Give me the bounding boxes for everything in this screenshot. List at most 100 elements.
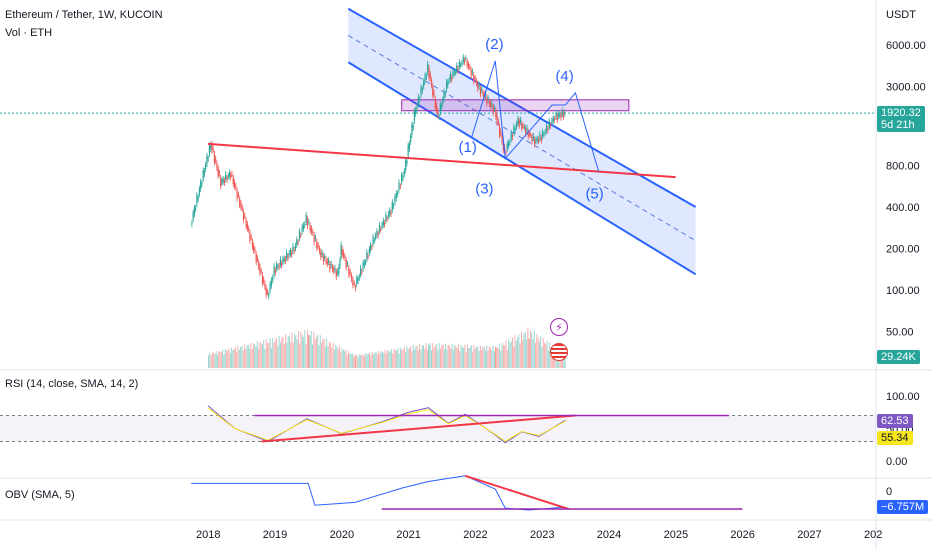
candle-body <box>542 131 544 137</box>
candle-body <box>259 266 261 274</box>
volume-bar <box>492 345 494 368</box>
volume-bar <box>269 338 271 368</box>
wave-label: (5) <box>585 186 603 203</box>
price-tick: 50.00 <box>886 326 914 338</box>
volume-bar <box>224 349 226 368</box>
volume-bar <box>333 349 335 368</box>
candle-body <box>437 110 439 116</box>
candle-body <box>385 214 387 221</box>
volume-bar <box>268 342 270 368</box>
candle-body <box>430 80 433 86</box>
volume-bar <box>309 335 311 368</box>
volume-bar <box>340 352 342 368</box>
candle-body <box>258 262 260 268</box>
candle-body <box>308 221 310 223</box>
volume-bar <box>532 338 534 368</box>
volume-bar <box>426 349 428 368</box>
candle-body <box>291 252 293 255</box>
candle-body <box>543 133 545 135</box>
candle-body <box>523 126 525 128</box>
us-flag-icon[interactable] <box>550 343 568 361</box>
candle-body <box>531 136 533 142</box>
candle-body <box>460 64 462 66</box>
volume-bar <box>369 352 371 368</box>
candle-body <box>417 96 419 105</box>
candle-body <box>466 61 468 66</box>
volume-bar <box>237 345 239 368</box>
volume-bar <box>397 347 399 368</box>
volume-bar <box>491 350 493 368</box>
candle-body <box>344 256 346 258</box>
volume-bar <box>535 343 537 368</box>
volume-bar <box>317 334 319 368</box>
volume-bar <box>405 352 407 368</box>
candle-body <box>358 276 360 278</box>
volume-bar <box>499 343 501 368</box>
candle-body <box>363 262 365 266</box>
candle-body <box>378 225 381 232</box>
candle-body <box>439 104 441 113</box>
candle-body <box>361 271 363 273</box>
candle-body <box>306 218 309 226</box>
obv-legend: OBV (SMA, 5) <box>5 489 75 501</box>
volume-bar <box>301 335 303 368</box>
volume-bar <box>466 344 468 368</box>
volume-bar <box>228 348 230 368</box>
candle-body <box>371 246 373 248</box>
volume-bar <box>483 346 485 368</box>
candle-body <box>329 263 331 270</box>
volume-bar <box>362 353 364 368</box>
volume-bar <box>536 334 538 368</box>
volume-bar <box>528 338 530 368</box>
volume-bar <box>389 351 391 368</box>
volume-bar <box>270 348 272 368</box>
candle-body <box>544 131 546 133</box>
volume-bar <box>527 327 529 368</box>
candle-body <box>557 113 560 117</box>
candle-body <box>473 75 475 82</box>
candle-body <box>458 61 460 67</box>
candle-body <box>451 77 453 80</box>
candle-body <box>490 103 492 107</box>
candle-body <box>223 180 226 183</box>
candle-body <box>273 266 275 276</box>
candle-body <box>511 136 514 138</box>
candle-body <box>369 245 372 250</box>
candle-body <box>225 174 227 180</box>
candle-body <box>493 107 496 109</box>
flash-icon[interactable]: ⚡ <box>550 318 568 336</box>
candle-body <box>488 101 491 105</box>
candle-body <box>198 188 201 195</box>
volume-bar <box>251 349 253 368</box>
volume-bar <box>465 352 467 368</box>
candle-body <box>461 63 463 65</box>
volume-bar <box>342 349 344 368</box>
candle-body <box>562 114 565 117</box>
volume-bar <box>222 349 224 368</box>
candle-body <box>554 118 556 120</box>
candle-body <box>449 73 451 80</box>
candle-body <box>550 124 552 126</box>
volume-bar <box>513 346 515 368</box>
volume-bar <box>358 354 360 368</box>
candle-body <box>233 181 236 187</box>
candle-body <box>495 110 497 117</box>
volume-bar <box>259 341 261 368</box>
volume-bar <box>472 351 474 368</box>
candle-body <box>432 86 434 96</box>
candle-body <box>536 138 538 141</box>
volume-bar <box>495 346 497 368</box>
candle-body <box>498 126 501 136</box>
volume-bar <box>434 345 436 368</box>
time-tick: 2019 <box>263 529 287 541</box>
volume-bar <box>360 355 362 368</box>
candle-body <box>284 259 287 262</box>
volume-bar <box>396 350 398 368</box>
volume-bar <box>457 344 459 368</box>
volume-bar <box>314 338 316 368</box>
volume-bar <box>446 349 448 368</box>
volume-bar <box>408 347 410 368</box>
candle-body <box>491 103 493 106</box>
volume-bar <box>214 353 216 368</box>
